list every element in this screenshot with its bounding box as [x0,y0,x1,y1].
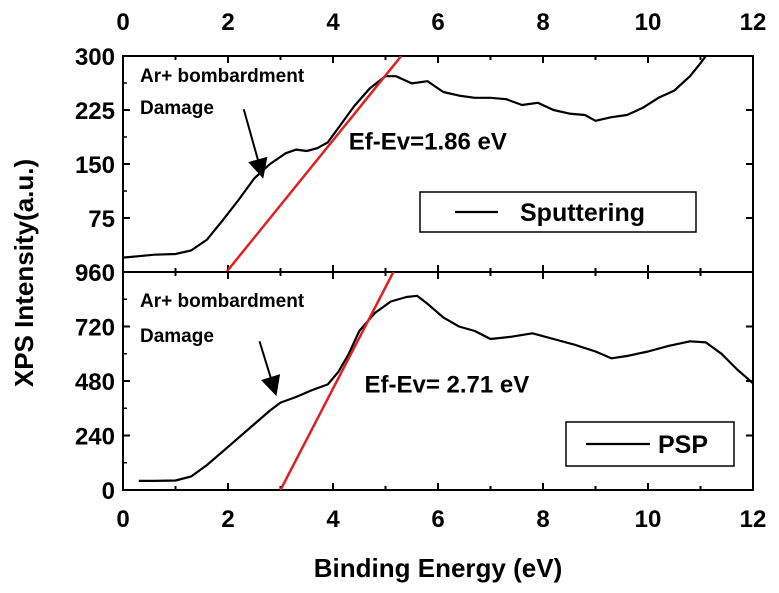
x-tick-label-bottom: 12 [740,506,767,533]
x-tick-label-top: 4 [326,9,340,36]
series-line-bottom [138,294,753,482]
y-tick-label-top: 225 [75,98,115,125]
ef-label-top: Ef-Ev=1.86 eV [349,129,507,156]
annotation-line2-top: Damage [140,98,214,119]
x-tick-label-bottom: 6 [431,506,444,533]
x-tick-label-top: 0 [116,9,129,36]
legend-label-bottom: PSP [658,431,708,459]
x-tick-label-top: 6 [431,9,444,36]
x-tick-label-bottom: 4 [326,506,340,533]
fit-line-bottom [279,272,395,490]
y-tick-label-bottom: 0 [102,478,115,505]
x-tick-label-top: 8 [536,9,549,36]
panel-sputtering: 75 150 225 300 Ar+ bombardment Damage Ef-Ev=1.… [75,44,754,273]
x-axis-title: Binding Energy (eV) [314,553,562,583]
y-tick-label-bottom: 480 [75,369,115,396]
x-axis: 0 0 2 2 4 4 6 6 8 8 10 10 12 12 [116,9,766,533]
annotation-arrow-bottom [258,340,281,397]
y-tick-label-top: 150 [75,152,115,179]
x-tick-label-bottom: 0 [116,506,129,533]
y-tick-label-top: 75 [88,206,115,233]
x-tick-label-bottom: 10 [635,506,662,533]
x-tick-label-bottom: 2 [221,506,234,533]
x-tick-label-top: 10 [635,9,662,36]
ef-label-bottom: Ef-Ev= 2.71 eV [365,371,530,398]
y-tick-label-bottom: 240 [75,424,115,451]
legend-label-top: Sputtering [520,199,645,227]
y-tick-label-top: 300 [75,44,115,71]
annotation-line1-bottom: Ar+ bombardment [140,291,305,312]
x-tick-label-bottom: 8 [536,506,549,533]
panel-psp: 0 240 480 720 960 Ar+ bombardment Damage Ef-Ev=… [75,260,754,505]
annotation-line1-top: Ar+ bombardment [140,66,305,87]
x-tick-label-top: 12 [740,9,767,36]
annotation-arrow-top [242,109,268,179]
y-tick-label-bottom: 720 [75,315,115,342]
annotation-line2-bottom: Damage [140,326,214,347]
fit-line-top [225,56,403,272]
y-tick-label-bottom: 960 [75,260,115,287]
series-line-top [123,56,707,259]
x-tick-label-top: 2 [221,9,234,36]
y-axis-title: XPS Intensity(a.u.) [9,159,39,387]
